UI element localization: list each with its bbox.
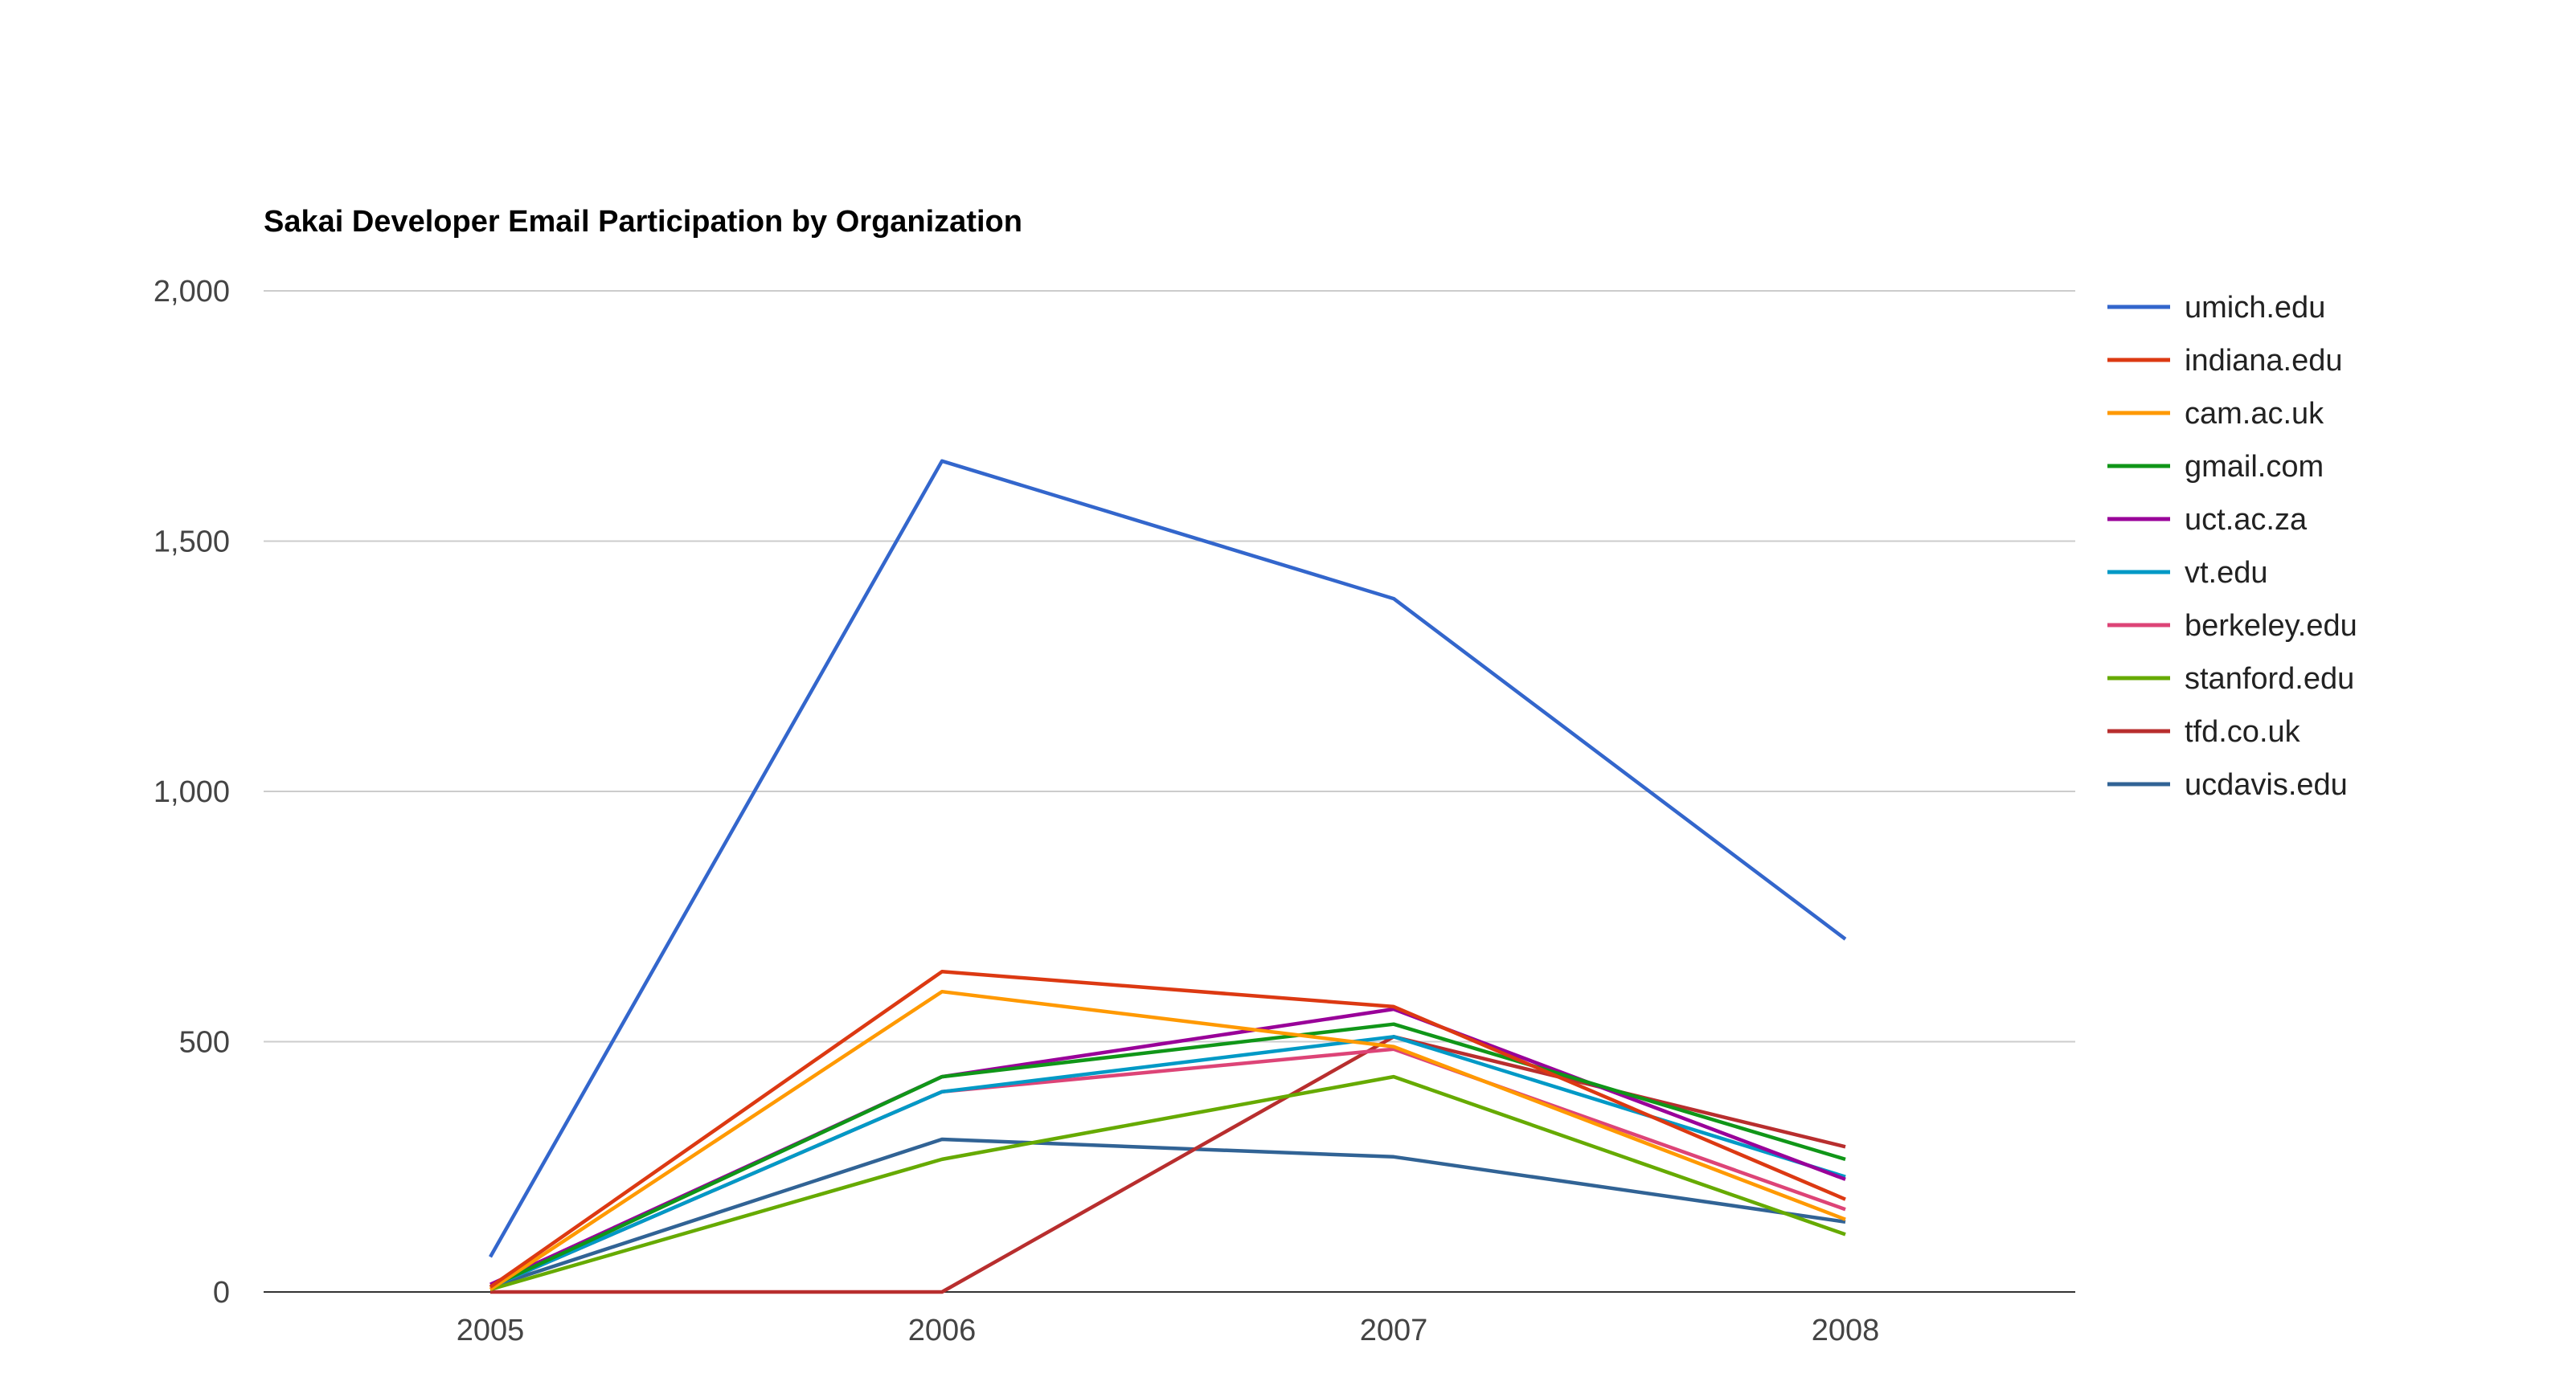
legend-item[interactable]: stanford.edu — [2107, 662, 2354, 696]
legend-item[interactable]: gmail.com — [2107, 450, 2324, 484]
legend-item[interactable]: vt.edu — [2107, 556, 2268, 590]
x-axis-ticks: 2005 2006 2007 2008 — [457, 1314, 1880, 1347]
series-line-cam-ac-uk — [489, 989, 1846, 1291]
x-tick-label: 2005 — [457, 1314, 525, 1347]
legend-item[interactable]: tfd.co.uk — [2107, 715, 2301, 749]
legend-label: berkeley.edu — [2185, 609, 2357, 643]
series-line-gmail-com — [489, 1022, 1846, 1289]
x-tick-label: 2007 — [1360, 1314, 1428, 1347]
y-tick-label: 1,000 — [154, 775, 230, 809]
gridlines — [264, 290, 2075, 1043]
legend-item[interactable]: berkeley.edu — [2107, 609, 2357, 643]
x-tick-label: 2006 — [908, 1314, 977, 1347]
y-tick-label: 500 — [179, 1026, 230, 1060]
legend-label: umich.edu — [2185, 291, 2325, 325]
legend-label: cam.ac.uk — [2185, 397, 2324, 431]
legend-label: ucdavis.edu — [2185, 768, 2348, 802]
legend-item[interactable]: ucdavis.edu — [2107, 768, 2348, 802]
legend-label: tfd.co.uk — [2185, 715, 2301, 749]
y-tick-label: 0 — [213, 1276, 230, 1310]
series-line-umich-edu — [489, 459, 1847, 1258]
legend-item[interactable]: cam.ac.uk — [2107, 397, 2324, 431]
legend-item[interactable]: indiana.edu — [2107, 344, 2343, 378]
y-tick-label: 1,500 — [154, 525, 230, 559]
legend-item[interactable]: uct.ac.za — [2107, 503, 2308, 537]
legend-label: indiana.edu — [2185, 344, 2343, 378]
series-lines — [489, 459, 1847, 1294]
series-line-indiana-edu — [489, 970, 1846, 1289]
series-line-ucdavis-edu — [489, 1137, 1846, 1289]
y-tick-label: 2,000 — [154, 275, 230, 309]
series-line-berkeley-edu — [489, 1047, 1846, 1289]
series-line-stanford-edu — [489, 1074, 1846, 1292]
x-tick-label: 2008 — [1812, 1314, 1880, 1347]
legend-item[interactable]: umich.edu — [2107, 291, 2325, 325]
legend[interactable]: umich.edu indiana.edu cam.ac.uk gmail.com uc… — [2107, 291, 2357, 802]
y-axis-ticks: 0 500 1,000 1,500 2,000 — [154, 275, 230, 1310]
legend-label: gmail.com — [2185, 450, 2324, 484]
series-line-vt-edu — [489, 1035, 1846, 1289]
chart-title: Sakai Developer Email Participation by O… — [264, 205, 1022, 239]
legend-label: vt.edu — [2185, 556, 2268, 590]
legend-label: stanford.edu — [2185, 662, 2354, 696]
legend-label: uct.ac.za — [2185, 503, 2308, 537]
